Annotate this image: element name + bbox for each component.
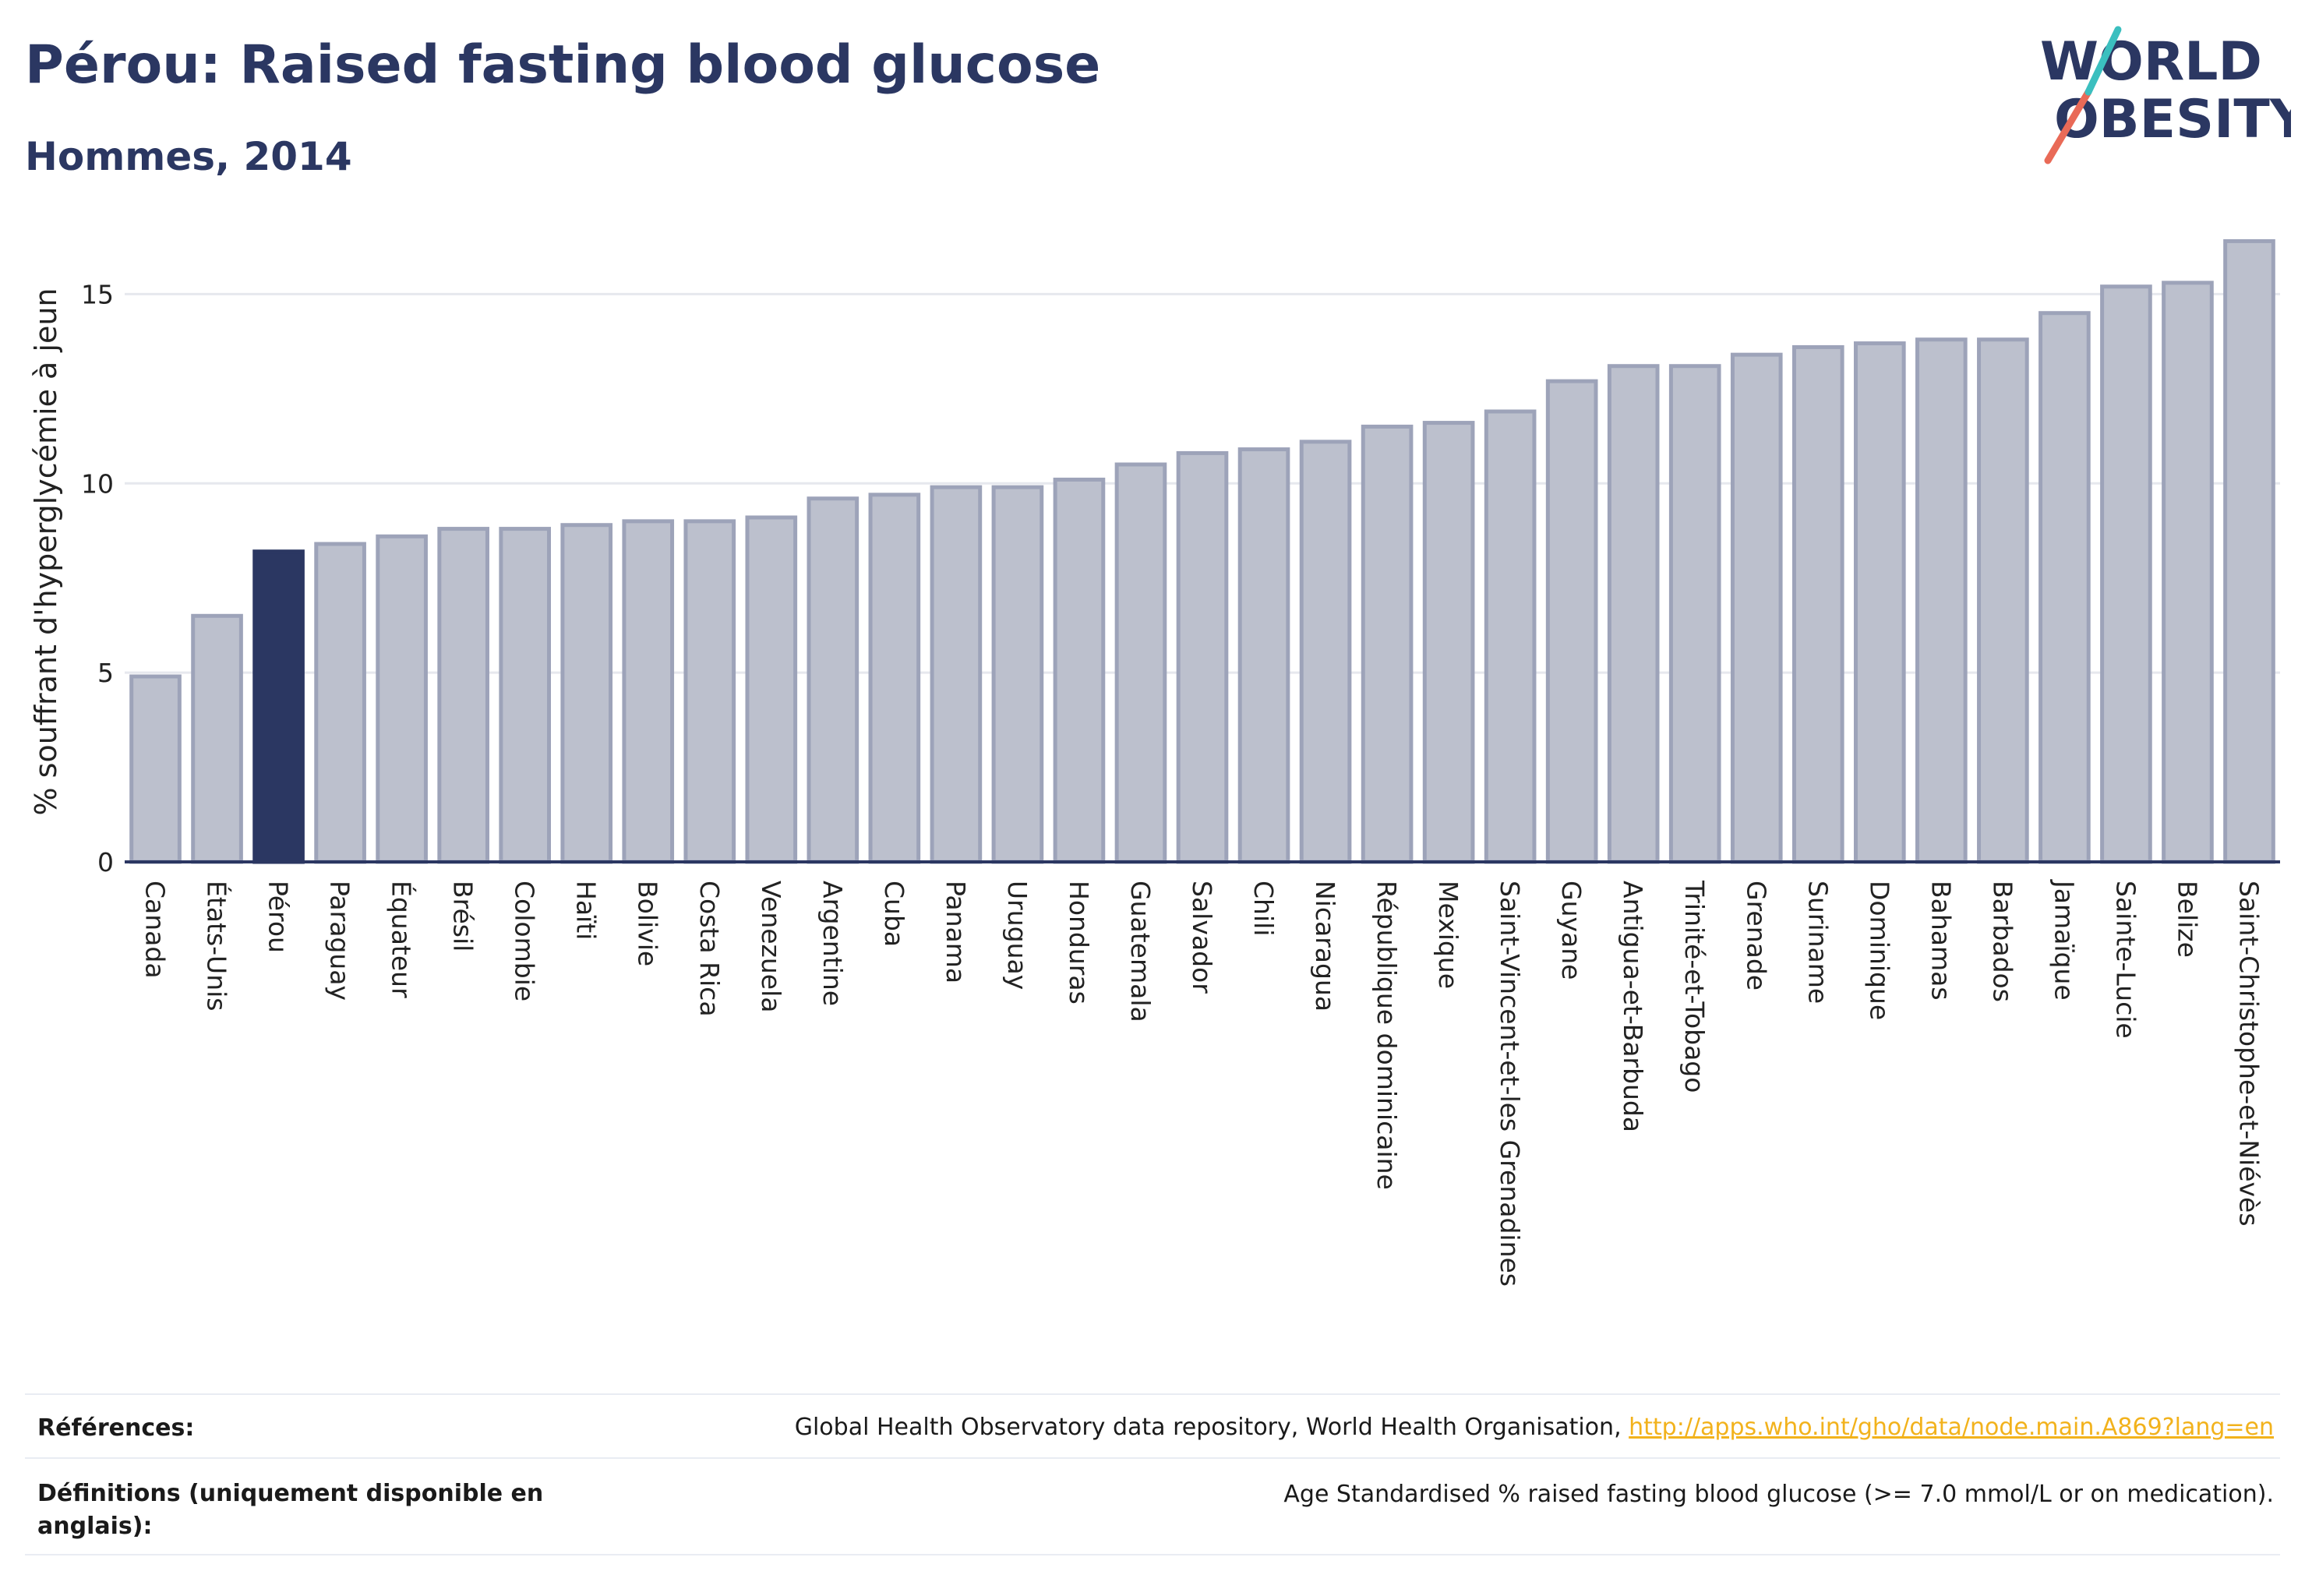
x-tick-label: Grenade bbox=[1741, 881, 1771, 990]
bar-23 bbox=[1545, 379, 1598, 864]
references-label: Références: bbox=[37, 1414, 195, 1442]
x-tick-label: Brésil bbox=[448, 881, 478, 952]
x-tick-label: Nicaragua bbox=[1310, 881, 1340, 1012]
x-tick-label: Guatemala bbox=[1125, 881, 1156, 1022]
definitions-label-line1: Définitions (uniquement disponible en bbox=[37, 1480, 544, 1507]
bar-4 bbox=[376, 534, 428, 864]
bar-25 bbox=[1668, 364, 1721, 864]
logo-slash-coral bbox=[2044, 88, 2092, 164]
bar-13 bbox=[930, 485, 983, 864]
bar-28 bbox=[1853, 341, 1906, 864]
chart-title: Pérou: Raised fasting blood glucose bbox=[25, 34, 1101, 96]
bar-29 bbox=[1915, 337, 1968, 864]
bar-9 bbox=[683, 519, 736, 864]
bar-6 bbox=[499, 527, 552, 864]
bar-1 bbox=[191, 613, 243, 864]
bar-15 bbox=[1053, 477, 1106, 864]
y-tick-label: 0 bbox=[97, 847, 114, 877]
references-source: Global Health Observatory data repositor… bbox=[794, 1414, 1629, 1441]
x-tick-label: Saint-Vincent-et-les Grenadines bbox=[1495, 881, 1525, 1287]
x-tick-label: Salvador bbox=[1187, 881, 1217, 994]
y-tick-label: 10 bbox=[81, 468, 114, 499]
bar-31 bbox=[2038, 311, 2091, 864]
bar-11 bbox=[807, 496, 860, 864]
bar-18 bbox=[1237, 447, 1290, 864]
bar-12 bbox=[868, 493, 921, 864]
x-tick-label: Uruguay bbox=[1002, 881, 1032, 990]
x-tick-label: États-Unis bbox=[202, 881, 233, 1011]
x-tick-label: Honduras bbox=[1064, 881, 1094, 1005]
bar-0 bbox=[129, 674, 182, 864]
x-tick-label: Panama bbox=[941, 881, 971, 983]
logo-line-obesity: OBESITY bbox=[2054, 89, 2291, 150]
x-tick-label: Antigua-et-Barbuda bbox=[1618, 881, 1648, 1132]
bar-16 bbox=[1114, 462, 1167, 864]
x-tick-label: Saint-Christophe-et-Niévès bbox=[2233, 881, 2264, 1227]
references-link[interactable]: http://apps.who.int/gho/data/node.main.A… bbox=[1629, 1414, 2274, 1441]
x-tick-label: Barbados bbox=[1987, 881, 2017, 1002]
x-tick-label: Bahamas bbox=[1926, 881, 1956, 1001]
x-tick-label: Argentine bbox=[817, 881, 848, 1006]
bar-19 bbox=[1299, 440, 1352, 864]
bar-20 bbox=[1361, 424, 1414, 864]
x-tick-label: République dominicaine bbox=[1371, 881, 1402, 1190]
x-tick-label: Canada bbox=[140, 881, 171, 979]
x-tick-label: Équateur bbox=[387, 881, 418, 998]
x-tick-label: Guyane bbox=[1556, 881, 1587, 980]
x-tick-label: Paraguay bbox=[325, 881, 355, 1001]
x-tick-label: Sainte-Lucie bbox=[2110, 881, 2141, 1039]
x-tick-label: Suriname bbox=[1802, 881, 1833, 1004]
x-tick-label: Mexique bbox=[1433, 881, 1463, 989]
x-tick-label: Pérou bbox=[263, 881, 294, 953]
definitions-label-line2: anglais): bbox=[37, 1513, 153, 1540]
bar-8 bbox=[622, 519, 675, 864]
bar-17 bbox=[1176, 450, 1229, 864]
bar-3 bbox=[314, 542, 366, 864]
bar-30 bbox=[1977, 337, 2029, 864]
bar-chart: 0 5 10 15 % souffrant d'hyperglycémie à jeun… bbox=[29, 238, 2280, 1287]
chart-subtitle: Hommes, 2014 bbox=[25, 134, 352, 179]
footer-divider-middle bbox=[25, 1457, 2280, 1459]
x-tick-label: Haïti bbox=[571, 881, 602, 940]
footer-divider-top bbox=[25, 1393, 2280, 1395]
x-tick-label: Costa Rica bbox=[694, 881, 725, 1017]
definitions-label: Définitions (uniquement disponible en an… bbox=[37, 1478, 543, 1543]
x-tick-label: Belize bbox=[2172, 881, 2202, 958]
bar-7 bbox=[560, 523, 613, 864]
logo-line-world: WORLD bbox=[2040, 31, 2262, 93]
footer-divider-bottom bbox=[25, 1554, 2280, 1555]
bar-14 bbox=[991, 485, 1044, 864]
world-obesity-logo: WORLD OBESITY bbox=[2040, 26, 2291, 164]
x-tick-label: Dominique bbox=[1864, 881, 1894, 1020]
y-tick-label: 15 bbox=[81, 279, 114, 309]
y-tick-label: 5 bbox=[97, 658, 114, 688]
bar-21 bbox=[1422, 421, 1475, 864]
definitions-text: Age Standardised % raised fasting blood … bbox=[1283, 1481, 2274, 1508]
bar-2 bbox=[252, 549, 305, 864]
bar-33 bbox=[2162, 281, 2214, 864]
bar-10 bbox=[745, 515, 798, 864]
x-tick-label: Venezuela bbox=[756, 881, 786, 1012]
x-tick-label: Jamaïque bbox=[2049, 879, 2079, 1001]
x-tick-label: Colombie bbox=[510, 881, 540, 1001]
bar-27 bbox=[1791, 344, 1844, 864]
bar-24 bbox=[1607, 364, 1660, 864]
references-text: Global Health Observatory data repositor… bbox=[795, 1414, 2274, 1441]
x-tick-label: Bolivie bbox=[633, 881, 663, 966]
bar-22 bbox=[1484, 409, 1537, 864]
bar-26 bbox=[1730, 352, 1783, 864]
bar-5 bbox=[437, 527, 489, 864]
x-tick-label: Cuba bbox=[879, 881, 909, 947]
x-tick-label: Trinité-et-Tobago bbox=[1679, 880, 1710, 1093]
x-tick-label: Chili bbox=[1248, 881, 1279, 936]
y-axis-label: % souffrant d'hyperglycémie à jeun bbox=[29, 288, 63, 815]
bar-32 bbox=[2100, 284, 2152, 864]
logo-slash-teal bbox=[2084, 26, 2122, 96]
bar-34 bbox=[2223, 238, 2275, 864]
